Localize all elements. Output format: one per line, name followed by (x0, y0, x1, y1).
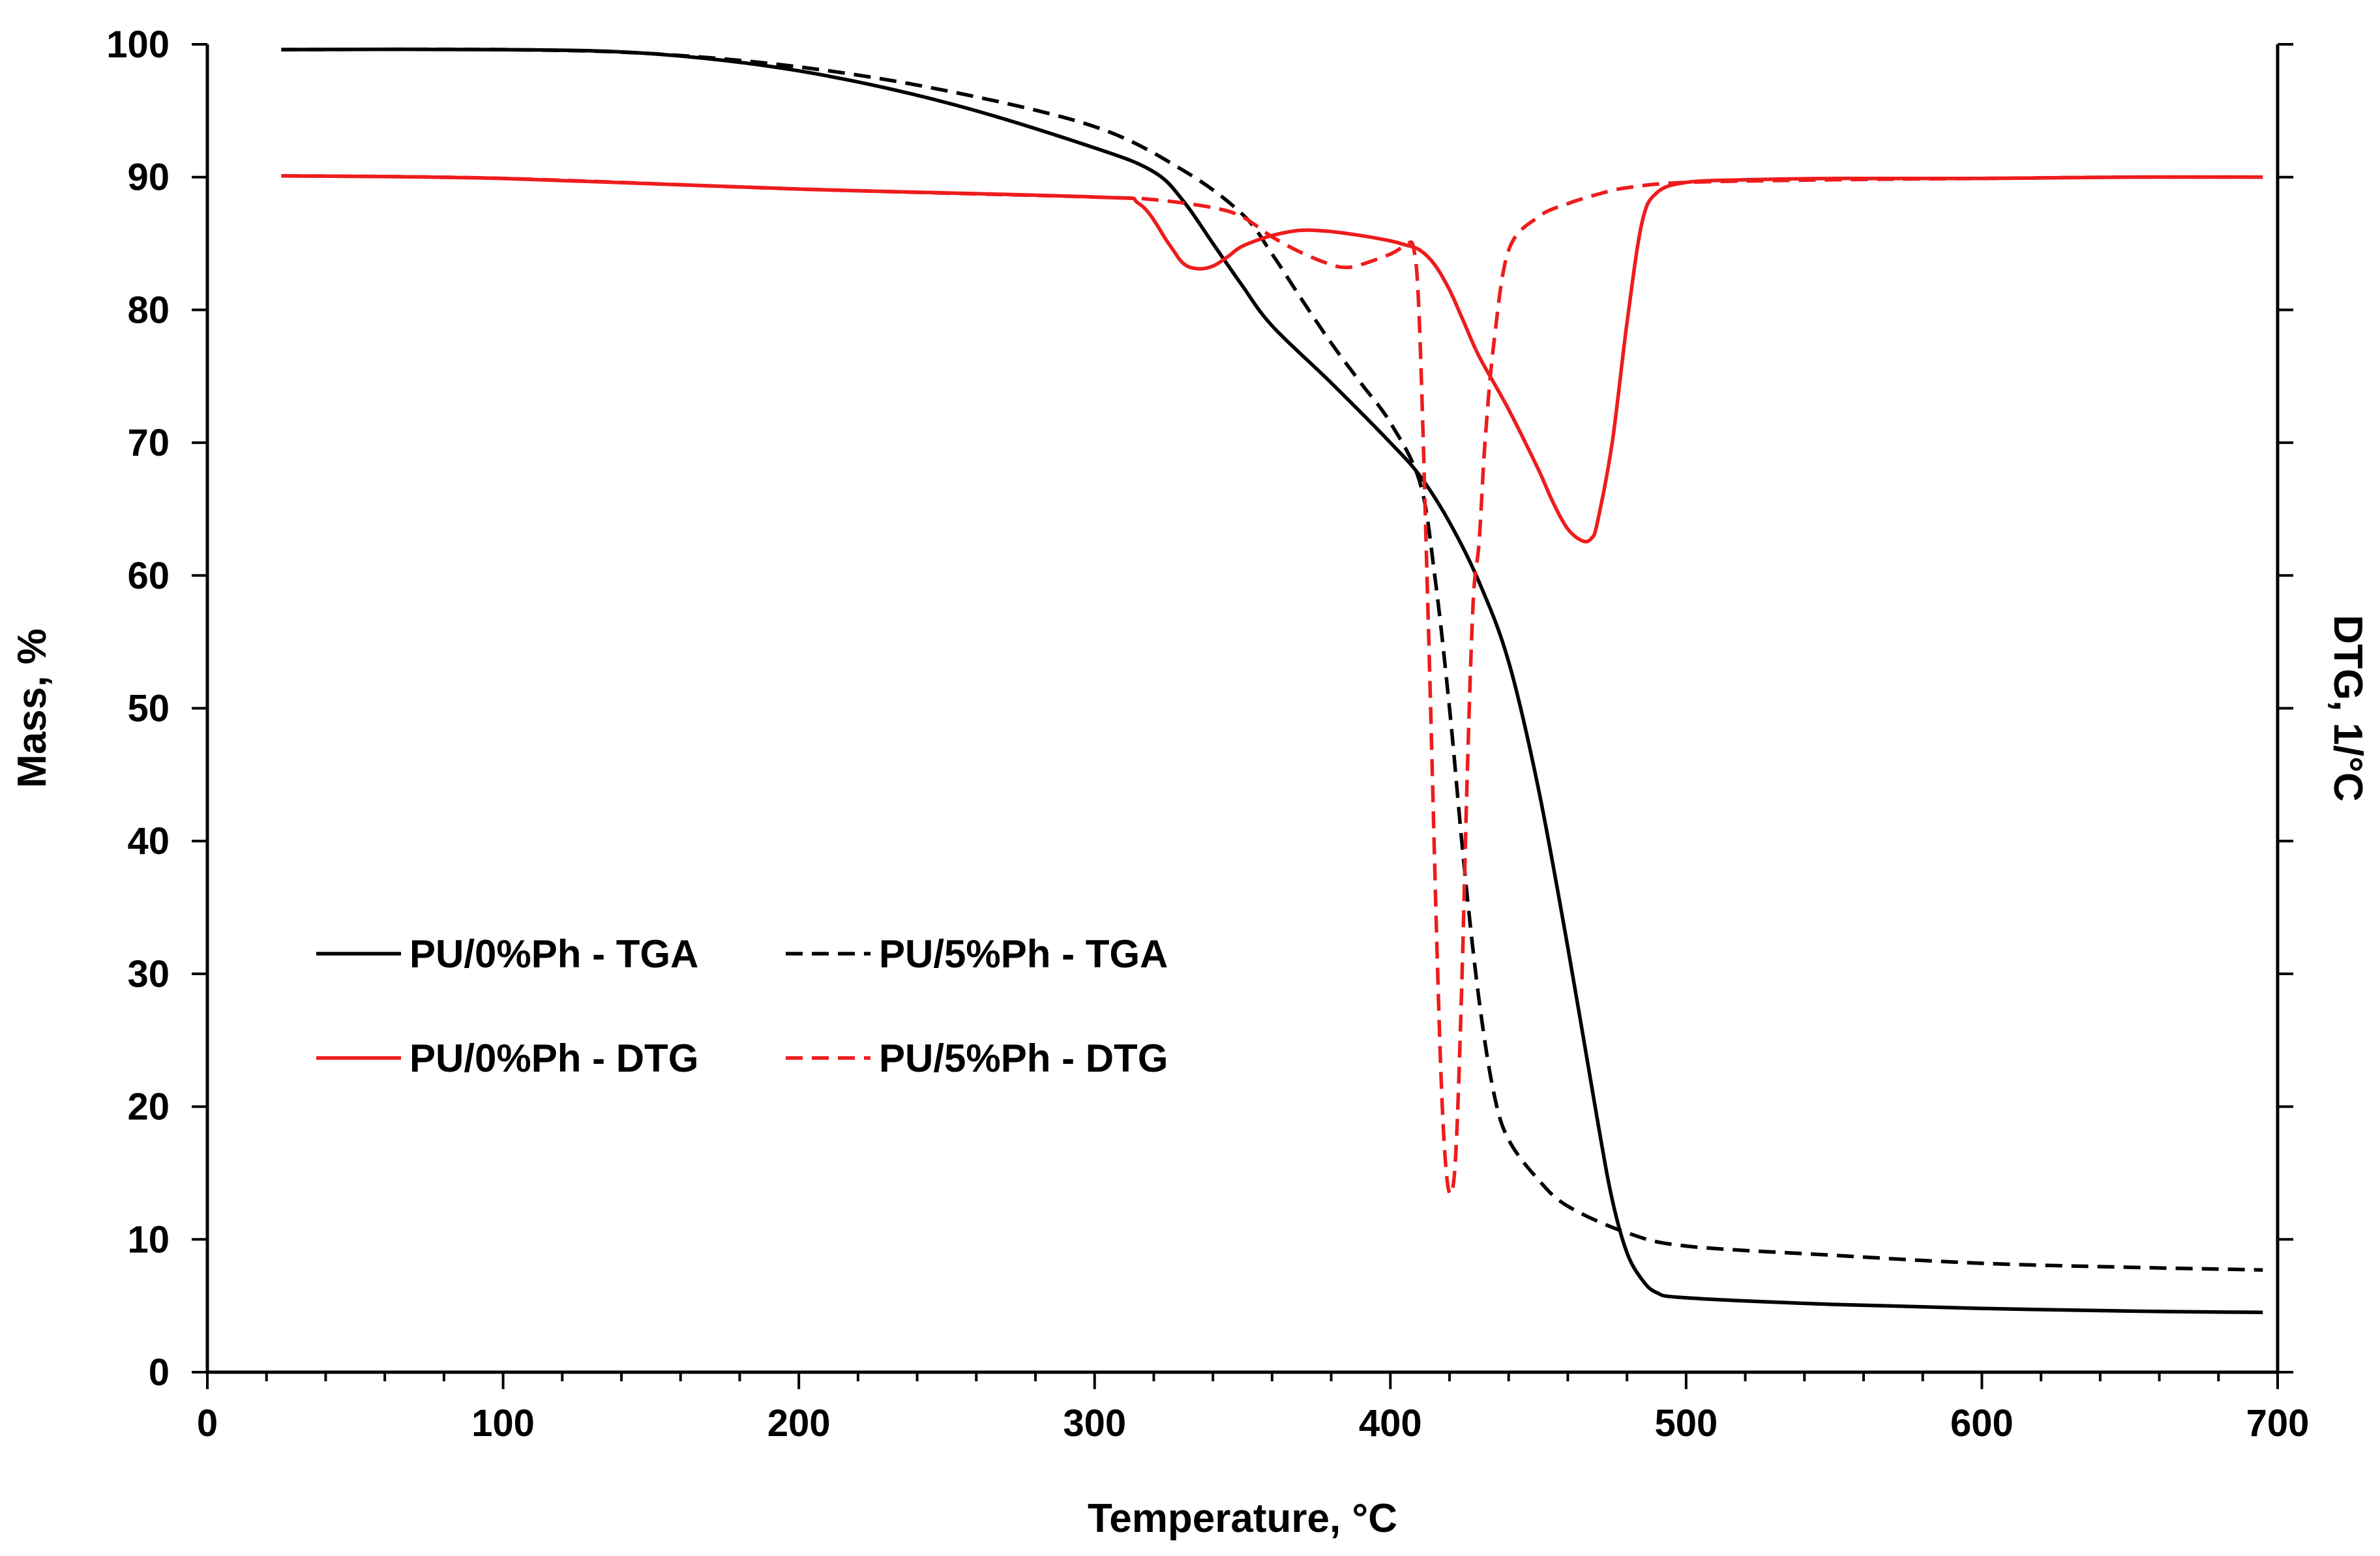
series-pu-5-ph-tga-line (281, 47, 2263, 1272)
y-tick-label: 100 (106, 23, 170, 66)
y-tick-label: 10 (127, 1218, 170, 1261)
x-tick-label: 200 (767, 1402, 831, 1445)
y-axis-title: Mass, % (10, 628, 55, 788)
x-tick-label: 100 (471, 1402, 535, 1445)
y-tick-label: 40 (127, 820, 170, 862)
legend: PU/0%Ph - TGA PU/5%Ph - TGA PU/0%Ph - DT… (316, 932, 1168, 1080)
x-tick-label: 400 (1359, 1402, 1422, 1445)
y-tick-label: 90 (127, 156, 170, 199)
x-axis-title-unit: °C (1352, 1496, 1397, 1541)
x-tick-label: 300 (1063, 1402, 1126, 1445)
series-pu-0-ph-tga-line (281, 47, 2263, 1315)
y2-ticks (2278, 43, 2293, 1373)
y2-axis-title: DTG, 1/°C (2325, 615, 2370, 802)
x-tick-label: 500 (1654, 1402, 1718, 1445)
series-pu-5-ph-dtg-line (281, 173, 2263, 1196)
y-tick-label: 0 (149, 1351, 170, 1394)
series-pu-0-ph-dtg-line (281, 173, 2263, 544)
x-axis-title: Temperature, °C (1088, 1496, 1397, 1541)
y-tick-label: 70 (127, 422, 170, 464)
y-tick-label: 30 (127, 953, 170, 995)
series-layer (281, 47, 2263, 1315)
y-ticks: 0 10 20 30 40 50 60 70 80 90 100 (106, 23, 207, 1394)
legend-label-pu0-dtg: PU/0%Ph - DTG (409, 1036, 698, 1080)
y-tick-label: 50 (127, 688, 170, 730)
x-tick-label: 700 (2246, 1402, 2310, 1445)
x-tick-label: 0 (197, 1402, 218, 1445)
x-axis-title-text: Temperature, (1088, 1496, 1352, 1541)
legend-label-pu0-tga: PU/0%Ph - TGA (409, 932, 698, 976)
y-tick-label: 80 (127, 289, 170, 331)
x-ticks: 0 100 200 300 400 500 600 700 (197, 1372, 2310, 1445)
legend-label-pu5-tga: PU/5%Ph - TGA (879, 932, 1168, 976)
y-tick-label: 20 (127, 1086, 170, 1128)
legend-label-pu5-dtg: PU/5%Ph - DTG (879, 1036, 1168, 1080)
y-tick-label: 60 (127, 555, 170, 597)
x-tick-label: 600 (1950, 1402, 2014, 1445)
